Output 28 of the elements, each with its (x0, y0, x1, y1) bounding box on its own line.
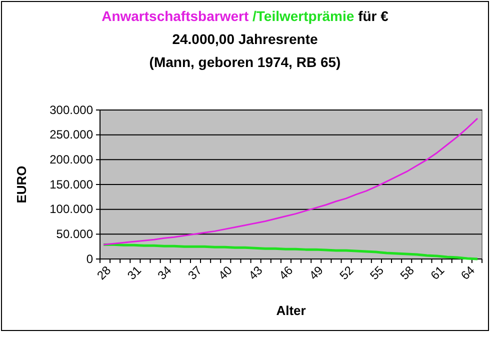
x-tick-label: 43 (246, 262, 266, 283)
x-tick-label: 46 (276, 262, 296, 283)
chart-title: für € (354, 8, 389, 24)
line-series (102, 243, 479, 260)
y-tick-label: 50.000 (56, 227, 94, 242)
x-tick-label: 31 (124, 262, 144, 283)
x-tick-label: 28 (94, 262, 114, 283)
y-tick-label: 0 (86, 252, 94, 266)
text: /Teilwertprämie (248, 8, 354, 24)
chart-subtitle: 24.000,00 Jahresrente (Mann, geboren 1974, RB 65) (149, 31, 341, 70)
x-tick-label: 49 (306, 262, 326, 283)
x-tick-label: 58 (397, 262, 418, 283)
y-tick-label: 300.000 (50, 102, 94, 117)
x-tick-label: 61 (428, 262, 448, 283)
y-tick-label: 150.000 (50, 177, 94, 192)
y-tick-label: 200.000 (50, 152, 94, 167)
x-tick-label: 64 (458, 262, 478, 283)
x-tick-label: 52 (336, 262, 356, 283)
y-tick-label: 100.000 (50, 202, 94, 216)
line-series (102, 118, 478, 246)
x-tick-label: 34 (154, 262, 174, 283)
x-tick-label: 37 (185, 262, 205, 283)
x-tick-label: 40 (216, 262, 236, 283)
y-tick-label: 250.000 (50, 128, 94, 142)
text: Anwartschaftsbarwert (102, 8, 249, 24)
x-axis-title: Alter (276, 303, 306, 318)
x-tick-label: 55 (367, 262, 387, 283)
y-axis-title: EURO (14, 166, 29, 204)
